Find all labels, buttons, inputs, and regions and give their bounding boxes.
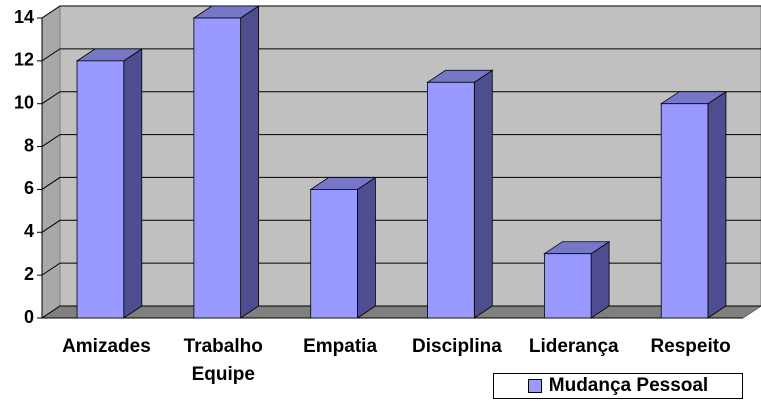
x-tick-label: Disciplina [412,336,502,357]
bar [427,81,475,319]
grid-line [41,219,761,233]
x-tick-label: Amizades [62,336,151,357]
bar-side [707,90,727,319]
legend: Mudança Pessoal [493,373,743,399]
x-tick-label: Trabalho Equipe [183,336,263,385]
grid-line [41,48,761,62]
back-wall [59,5,761,307]
y-tick-label: 14 [14,7,34,27]
bar [543,253,592,319]
floor [40,305,761,319]
grid-line [41,5,761,19]
y-tick-label: 10 [14,92,34,112]
bar [193,17,242,319]
bar [76,60,125,319]
y-tick-label: 2 [24,264,34,284]
bar-side [123,48,143,319]
y-tick-label: 6 [24,178,34,198]
legend-swatch [527,379,542,393]
grid-line [41,305,761,319]
y-tick-label: 12 [14,50,34,70]
x-tick-label: Liderança [528,336,619,357]
bar [660,103,709,319]
y-tick-label: 0 [24,307,34,327]
x-tick-label: Respeito [650,336,731,357]
grid-line [41,91,761,105]
side-wall [41,5,61,319]
bar-side [590,240,610,319]
y-tick-label: 4 [24,221,34,241]
bar-side [473,69,493,319]
bar [310,189,358,319]
x-tick-label: Empatia [303,336,378,357]
grid-line [41,176,761,190]
bar-side [240,5,260,319]
y-tick-label: 8 [24,135,34,155]
legend-label: Mudança Pessoal [548,375,709,396]
bar-side [357,176,376,319]
grid-line [41,134,761,147]
grid-line [41,262,761,276]
